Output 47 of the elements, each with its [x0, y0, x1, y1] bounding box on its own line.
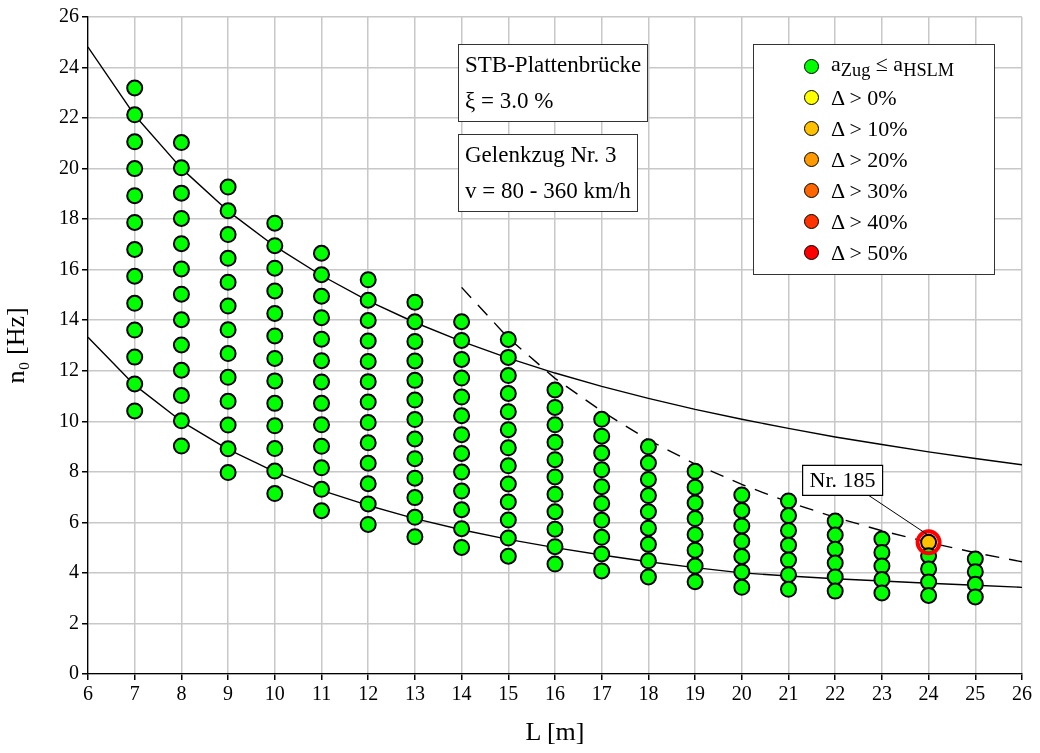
x-tick-label: 6: [83, 682, 93, 705]
y-tick-label: 6: [69, 509, 79, 532]
x-axis-title: L [m]: [525, 717, 585, 747]
x-tick-label: 24: [918, 682, 939, 705]
legend-label: Δ > 50%: [831, 239, 908, 266]
x-tick-label: 10: [264, 682, 285, 705]
y-tick-label: 12: [59, 358, 79, 381]
y-tick-label: 24: [59, 54, 79, 77]
legend-label: a$_{Zug}$ ≤ a$_{HSLM}$: [831, 51, 955, 82]
x-tick-label: 16: [545, 682, 565, 705]
annotation: Gelenkzug Nr. 3 v = 80 - 360 km/h: [465, 141, 631, 205]
y-tick-label: 14: [59, 307, 79, 330]
x-tick-label: 14: [451, 682, 472, 705]
y-tick-label: 18: [59, 206, 79, 229]
x-tick-label: 18: [638, 682, 659, 705]
y-tick-label: 8: [69, 459, 79, 482]
x-tick-label: 21: [778, 682, 799, 705]
legend-label: Δ > 10%: [831, 115, 908, 142]
legend-label: Δ > 30%: [831, 177, 908, 204]
annotation: STB-Plattenbrücke ξ = 3.0 %: [465, 51, 642, 115]
x-tick-label: 12: [358, 682, 379, 705]
x-tick-label: 23: [871, 682, 892, 705]
x-tick-label: 9: [223, 682, 234, 705]
y-tick-label: 0: [69, 661, 79, 684]
x-tick-label: 7: [129, 682, 140, 705]
y-axis-title: n₀ [Hz]: [1, 307, 31, 384]
x-tick-label: 8: [176, 682, 187, 705]
x-tick-label: 11: [311, 682, 332, 705]
x-tick-label: 17: [591, 682, 612, 705]
x-tick-label: 26: [1012, 682, 1032, 705]
legend-label: Δ > 0%: [831, 84, 897, 111]
legend-label: Δ > 40%: [831, 208, 908, 235]
y-tick-label: 4: [69, 560, 79, 583]
y-tick-label: 20: [59, 155, 79, 178]
y-tick-label: 2: [69, 610, 79, 633]
x-tick-label: 25: [965, 682, 986, 705]
x-tick-label: 22: [825, 682, 846, 705]
x-tick-label: 19: [685, 682, 706, 705]
y-tick-label: 22: [59, 105, 79, 128]
x-tick-label: 20: [731, 682, 752, 705]
legend-label: Δ > 20%: [831, 146, 908, 173]
x-tick-label: 13: [404, 682, 425, 705]
x-tick-label: 15: [498, 682, 519, 705]
y-tick-label: 26: [59, 4, 79, 27]
y-tick-label: 10: [59, 408, 79, 431]
y-tick-label: 16: [59, 256, 79, 279]
annotation: Nr. 185: [809, 467, 876, 493]
